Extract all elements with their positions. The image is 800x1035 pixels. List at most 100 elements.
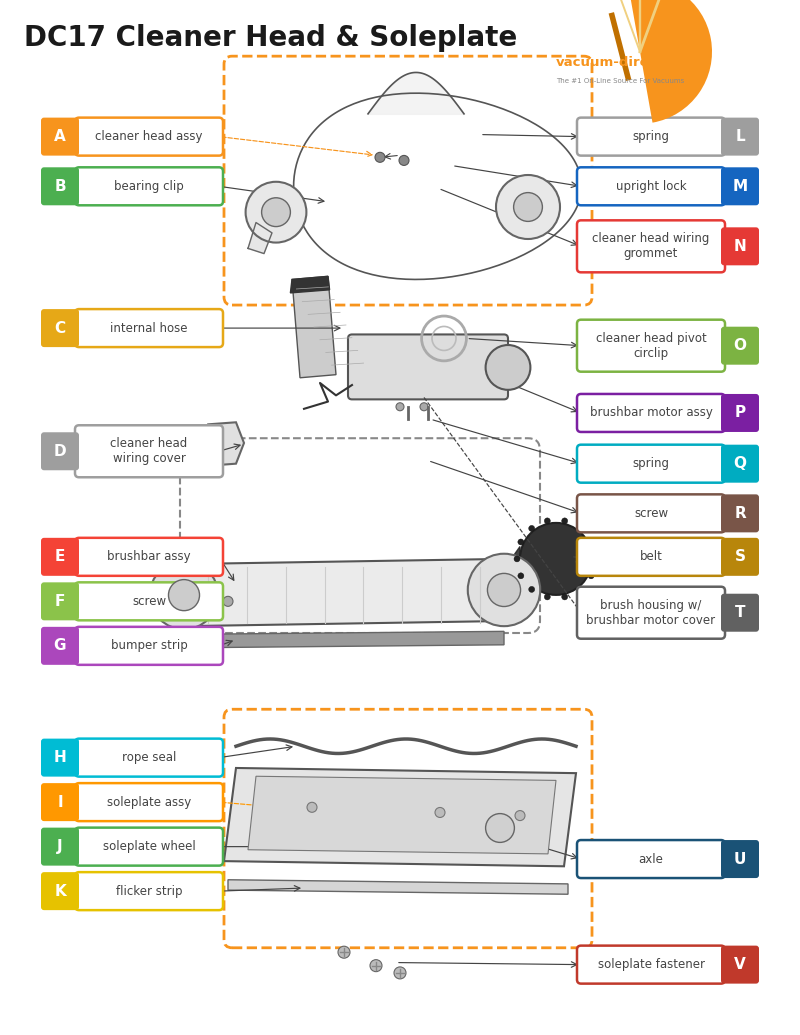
- FancyBboxPatch shape: [721, 840, 759, 878]
- Circle shape: [223, 596, 233, 607]
- Text: vacuum-direct: vacuum-direct: [556, 56, 664, 68]
- Circle shape: [307, 802, 317, 812]
- Polygon shape: [504, 546, 520, 621]
- Circle shape: [592, 556, 598, 562]
- FancyBboxPatch shape: [577, 220, 725, 272]
- Circle shape: [468, 554, 540, 626]
- Text: screw: screw: [132, 595, 166, 608]
- Circle shape: [514, 556, 520, 562]
- Circle shape: [588, 539, 594, 545]
- Circle shape: [588, 572, 594, 579]
- Text: Q: Q: [734, 456, 746, 471]
- Text: A: A: [54, 129, 66, 144]
- Circle shape: [486, 345, 530, 390]
- Circle shape: [394, 967, 406, 979]
- Circle shape: [578, 587, 583, 592]
- Circle shape: [496, 175, 560, 239]
- FancyBboxPatch shape: [577, 445, 725, 482]
- Text: R: R: [734, 506, 746, 521]
- FancyBboxPatch shape: [721, 946, 759, 983]
- FancyBboxPatch shape: [577, 394, 725, 432]
- Polygon shape: [224, 768, 576, 866]
- Circle shape: [169, 580, 199, 611]
- FancyBboxPatch shape: [577, 495, 725, 532]
- Polygon shape: [290, 276, 330, 293]
- Text: G: G: [54, 639, 66, 653]
- Text: axle: axle: [638, 853, 663, 865]
- Circle shape: [562, 518, 568, 524]
- Text: T: T: [734, 605, 746, 620]
- FancyBboxPatch shape: [75, 627, 223, 664]
- FancyBboxPatch shape: [41, 828, 79, 865]
- FancyBboxPatch shape: [41, 583, 79, 620]
- Text: soleplate fastener: soleplate fastener: [598, 958, 705, 971]
- Text: O: O: [734, 338, 746, 353]
- Text: DC17 Cleaner Head & Soleplate: DC17 Cleaner Head & Soleplate: [24, 24, 518, 53]
- Circle shape: [396, 403, 404, 411]
- Text: M: M: [733, 179, 747, 194]
- Text: P: P: [734, 406, 746, 420]
- FancyBboxPatch shape: [577, 946, 725, 983]
- Text: screw: screw: [634, 507, 668, 520]
- FancyBboxPatch shape: [75, 828, 223, 865]
- Text: cleaner head assy: cleaner head assy: [95, 130, 202, 143]
- FancyBboxPatch shape: [75, 783, 223, 821]
- Circle shape: [562, 594, 568, 600]
- Text: K: K: [54, 884, 66, 898]
- FancyBboxPatch shape: [41, 118, 79, 155]
- Polygon shape: [248, 776, 556, 854]
- Text: .com: .com: [682, 57, 708, 67]
- Text: upright lock: upright lock: [616, 180, 686, 193]
- Text: soleplate wheel: soleplate wheel: [102, 840, 195, 853]
- Text: brushbar assy: brushbar assy: [107, 551, 191, 563]
- FancyBboxPatch shape: [721, 445, 759, 482]
- FancyBboxPatch shape: [577, 538, 725, 575]
- Text: L: L: [735, 129, 745, 144]
- Text: bumper strip: bumper strip: [110, 640, 187, 652]
- FancyBboxPatch shape: [75, 538, 223, 575]
- Circle shape: [515, 810, 525, 821]
- Text: belt: belt: [639, 551, 662, 563]
- Text: brush housing w/
brushbar motor cover: brush housing w/ brushbar motor cover: [586, 598, 715, 627]
- Text: spring: spring: [633, 457, 670, 470]
- Text: C: C: [54, 321, 66, 335]
- FancyBboxPatch shape: [75, 168, 223, 205]
- Polygon shape: [292, 276, 336, 378]
- FancyBboxPatch shape: [721, 594, 759, 631]
- Text: V: V: [734, 957, 746, 972]
- Circle shape: [370, 959, 382, 972]
- Text: D: D: [54, 444, 66, 459]
- Text: cleaner head wiring
grommet: cleaner head wiring grommet: [592, 232, 710, 261]
- FancyBboxPatch shape: [577, 587, 725, 639]
- Circle shape: [518, 539, 524, 545]
- Text: I: I: [57, 795, 63, 809]
- FancyBboxPatch shape: [41, 168, 79, 205]
- Text: S: S: [734, 550, 746, 564]
- Text: E: E: [55, 550, 65, 564]
- FancyBboxPatch shape: [577, 118, 725, 155]
- FancyBboxPatch shape: [75, 583, 223, 620]
- FancyBboxPatch shape: [75, 873, 223, 910]
- Circle shape: [487, 573, 521, 607]
- FancyBboxPatch shape: [41, 433, 79, 470]
- FancyBboxPatch shape: [41, 873, 79, 910]
- FancyBboxPatch shape: [721, 228, 759, 265]
- Circle shape: [435, 807, 445, 818]
- Text: brushbar motor assy: brushbar motor assy: [590, 407, 713, 419]
- Text: flicker strip: flicker strip: [116, 885, 182, 897]
- FancyBboxPatch shape: [41, 309, 79, 347]
- FancyBboxPatch shape: [348, 334, 508, 400]
- Text: internal hose: internal hose: [110, 322, 188, 334]
- Polygon shape: [228, 880, 568, 894]
- FancyBboxPatch shape: [75, 309, 223, 347]
- FancyBboxPatch shape: [577, 840, 725, 878]
- Circle shape: [399, 155, 409, 166]
- Circle shape: [486, 814, 514, 842]
- Polygon shape: [248, 223, 272, 254]
- Circle shape: [529, 526, 534, 531]
- FancyBboxPatch shape: [577, 168, 725, 205]
- Circle shape: [262, 198, 290, 227]
- Circle shape: [518, 572, 524, 579]
- Text: U: U: [734, 852, 746, 866]
- FancyBboxPatch shape: [75, 739, 223, 776]
